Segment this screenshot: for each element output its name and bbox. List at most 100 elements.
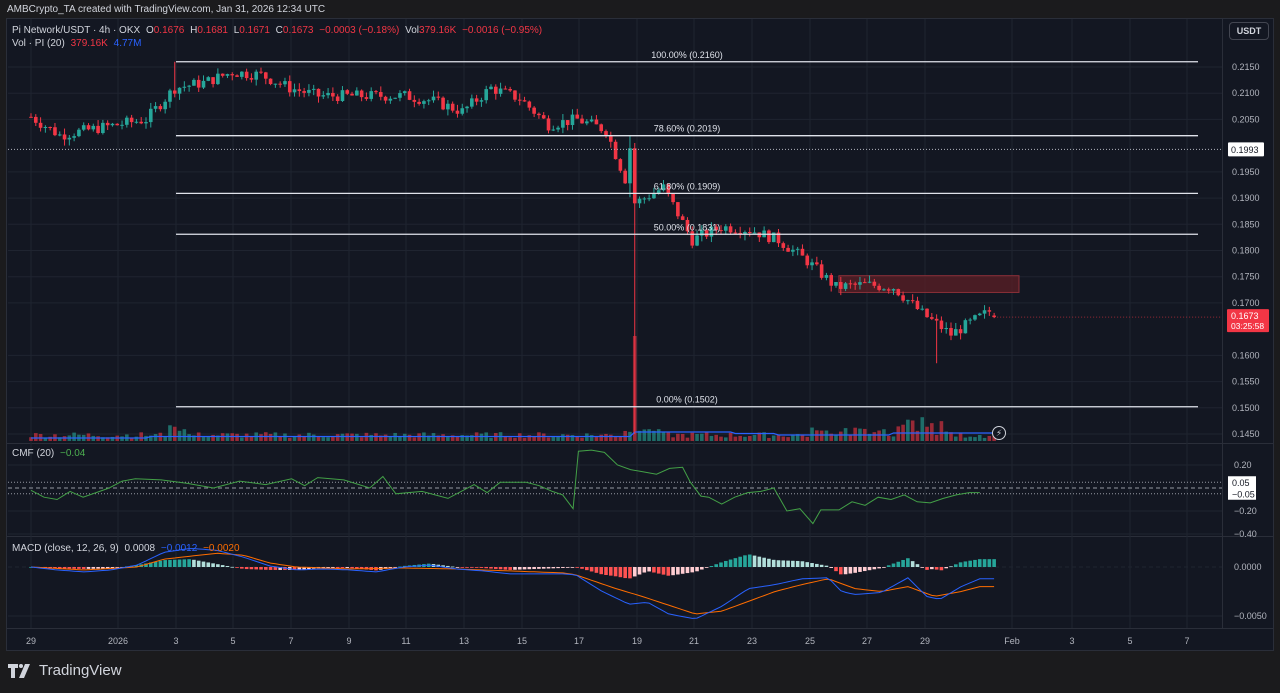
volume-bar xyxy=(187,434,191,441)
macd-histogram-bar xyxy=(690,567,695,573)
macd-histogram-bar xyxy=(819,564,824,567)
volume-bar xyxy=(661,432,666,441)
macd-histogram-bar xyxy=(810,563,814,567)
candle-body xyxy=(647,198,651,200)
macd-histogram-bar xyxy=(268,567,273,570)
candle-body xyxy=(580,118,584,124)
candle-body xyxy=(91,125,96,130)
time-axis-label: 25 xyxy=(805,636,815,646)
macd-histogram-bar xyxy=(565,567,570,568)
macd-hist-value: 0.0008 xyxy=(124,543,156,554)
lightning-icon[interactable]: ⚡ xyxy=(992,426,1006,440)
volume-bar xyxy=(283,433,287,441)
macd-histogram-bar xyxy=(53,567,57,569)
macd-histogram-bar xyxy=(771,559,776,567)
volume-bar xyxy=(359,437,364,441)
candle-body xyxy=(771,232,776,243)
volume-bar xyxy=(968,436,972,441)
candle-body xyxy=(891,289,896,291)
volume-bar xyxy=(585,433,589,441)
volume-bar xyxy=(977,434,982,441)
macd-histogram-bar xyxy=(637,567,642,575)
candle-body xyxy=(958,329,963,334)
time-axis-label: 5 xyxy=(1127,636,1132,646)
macd-histogram-bar xyxy=(72,567,76,569)
candle-body xyxy=(359,90,364,98)
volume-bar xyxy=(101,437,105,441)
volume-bar xyxy=(355,433,359,441)
volume-bar xyxy=(235,433,239,441)
candle-body xyxy=(110,123,115,126)
macd-histogram-bar xyxy=(321,567,326,568)
candle-body xyxy=(791,249,795,252)
volume-bar xyxy=(402,433,407,441)
currency-button[interactable]: USDT xyxy=(1229,22,1269,40)
price-scale-label: 0.1850 xyxy=(1232,219,1260,229)
macd-histogram-bar xyxy=(901,559,905,567)
candle-body xyxy=(407,91,412,100)
candle-body xyxy=(48,127,52,129)
macd-histogram-bar xyxy=(666,567,671,576)
volume-bar xyxy=(565,434,570,441)
candle-body xyxy=(446,103,450,110)
macd-histogram-bar xyxy=(786,560,790,567)
macd-histogram-bar xyxy=(211,563,215,567)
macd-histogram-bar xyxy=(843,567,848,575)
candle-body xyxy=(187,85,191,87)
candle-body xyxy=(944,327,949,330)
price-scale-label: 0.1750 xyxy=(1232,272,1260,282)
symbol-title[interactable]: Pi Network/USDT · 4h · OKX xyxy=(12,25,141,36)
current-price-label: 0.1673 xyxy=(1231,311,1259,321)
macd-histogram-bar xyxy=(700,567,704,570)
candle-body xyxy=(273,83,278,85)
macd-histogram-bar xyxy=(910,561,915,567)
macd-histogram-bar xyxy=(474,567,479,568)
volume-bar xyxy=(800,434,805,441)
candle-body xyxy=(815,262,819,265)
volume-bar xyxy=(259,434,263,441)
candle-body xyxy=(704,230,709,237)
volume-bar xyxy=(709,435,714,441)
cmf-title[interactable]: CMF (20) xyxy=(12,448,55,459)
macd-histogram-bar xyxy=(465,567,469,568)
candle-body xyxy=(570,114,575,126)
candle-body xyxy=(340,90,345,102)
volume-indicator-title[interactable]: Vol · PI (20) xyxy=(12,38,65,49)
volume-bar xyxy=(96,436,100,441)
volume-bar xyxy=(192,435,196,441)
volume-bar xyxy=(982,437,987,441)
candle-body xyxy=(53,127,57,136)
volume-bar xyxy=(465,435,469,441)
macd-histogram-bar xyxy=(652,567,656,573)
candle-body xyxy=(853,283,857,285)
volume-bar xyxy=(316,436,321,441)
time-axis-label: 7 xyxy=(288,636,293,646)
macd-histogram-bar xyxy=(307,567,311,570)
macd-title[interactable]: MACD (close, 12, 26, 9) xyxy=(12,543,119,554)
macd-histogram-bar xyxy=(187,559,191,567)
candle-body xyxy=(973,315,977,320)
volume-bar xyxy=(690,432,695,441)
candle-body xyxy=(316,88,321,97)
fib-level-label: 78.60% (0.2019) xyxy=(654,124,721,134)
candle-body xyxy=(925,308,929,318)
candle-body xyxy=(220,73,225,76)
macd-histogram-bar xyxy=(958,562,963,567)
volume-bar xyxy=(148,435,153,441)
candle-body xyxy=(623,170,627,184)
macd-histogram-bar xyxy=(345,567,350,568)
volume-bar xyxy=(134,436,139,441)
volume-bar xyxy=(767,437,771,441)
volume-bar xyxy=(110,436,115,441)
candle-body xyxy=(182,86,187,88)
macd-histogram-bar xyxy=(105,567,110,569)
volume-bar xyxy=(340,433,345,441)
candle-body xyxy=(843,283,848,289)
candle-body xyxy=(412,99,417,102)
macd-histogram-bar xyxy=(489,567,493,569)
candle-body xyxy=(263,72,268,79)
macd-histogram-bar xyxy=(829,567,834,568)
macd-histogram-bar xyxy=(977,559,982,567)
macd-histogram-bar xyxy=(302,567,306,570)
